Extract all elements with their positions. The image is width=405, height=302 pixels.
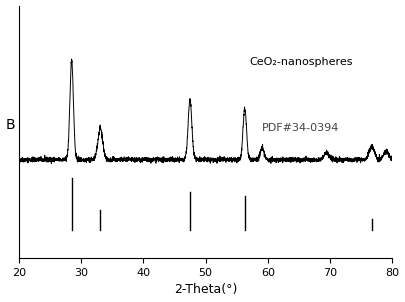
X-axis label: 2-Theta(°): 2-Theta(°) — [174, 284, 237, 297]
Y-axis label: B: B — [6, 118, 15, 132]
Text: CeO₂-nanospheres: CeO₂-nanospheres — [249, 56, 353, 66]
Text: PDF#34-0394: PDF#34-0394 — [262, 123, 339, 133]
